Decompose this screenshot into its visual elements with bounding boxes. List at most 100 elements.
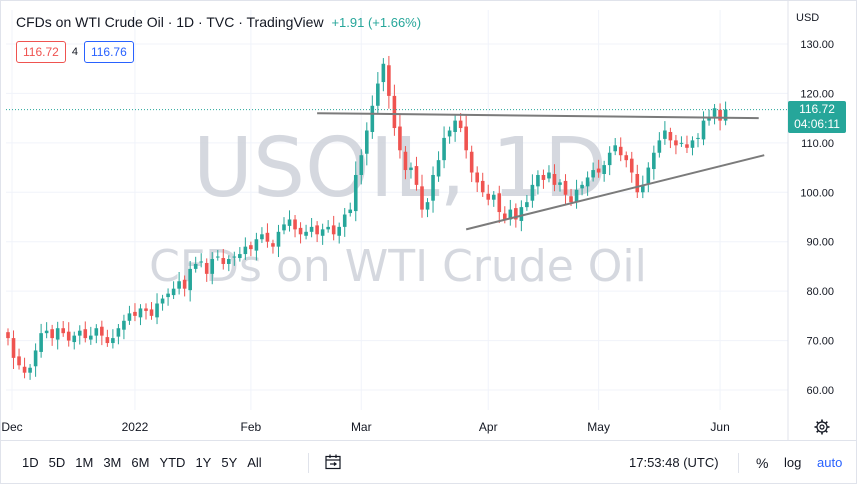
candle-body bbox=[387, 65, 391, 96]
range-ytd[interactable]: YTD bbox=[159, 455, 186, 470]
support-trendline[interactable] bbox=[465, 154, 765, 231]
candle-body bbox=[436, 160, 441, 177]
candle-body bbox=[409, 167, 413, 171]
log-toggle[interactable]: log bbox=[784, 455, 802, 470]
resistance-trendline[interactable] bbox=[317, 112, 759, 120]
range-all[interactable]: All bbox=[247, 455, 262, 470]
candle-body bbox=[403, 151, 408, 171]
range-6m[interactable]: 6M bbox=[131, 455, 150, 470]
candle-body bbox=[497, 193, 502, 213]
gear-icon[interactable] bbox=[814, 419, 830, 435]
range-1d[interactable]: 1D bbox=[22, 455, 39, 470]
candle bbox=[221, 248, 226, 270]
candle-body bbox=[149, 309, 154, 316]
auto-toggle[interactable]: auto bbox=[817, 455, 843, 470]
candle bbox=[215, 249, 220, 261]
candle-body bbox=[100, 326, 104, 336]
percent-toggle[interactable]: % bbox=[756, 455, 769, 471]
utc-clock[interactable]: 17:53:48 (UTC) bbox=[629, 455, 719, 470]
candle-body bbox=[298, 227, 303, 235]
candle bbox=[580, 181, 584, 196]
range-1y[interactable]: 1Y bbox=[195, 455, 212, 470]
candle bbox=[547, 165, 551, 183]
candle-body bbox=[61, 328, 65, 334]
candle-body bbox=[552, 173, 557, 185]
candle bbox=[39, 323, 43, 358]
candle bbox=[133, 303, 137, 322]
candle bbox=[376, 72, 380, 114]
candle bbox=[254, 232, 259, 261]
candle-body bbox=[320, 229, 325, 236]
price-axis[interactable]: 130.00 120.00 110.00 100.00 90.00 80.00 70.00 6… bbox=[787, 0, 834, 440]
candle bbox=[232, 251, 237, 266]
candle-body bbox=[66, 331, 71, 341]
candle bbox=[536, 170, 540, 195]
candle-body bbox=[17, 356, 21, 366]
candle bbox=[552, 164, 557, 192]
range-3m[interactable]: 3M bbox=[103, 455, 122, 470]
candle bbox=[33, 343, 38, 377]
candle-body bbox=[525, 202, 529, 208]
buy-price-button[interactable]: 116.76 bbox=[83, 41, 134, 63]
candle-body bbox=[558, 182, 562, 185]
candle bbox=[271, 239, 275, 254]
candle bbox=[480, 172, 485, 197]
candle bbox=[409, 162, 413, 179]
candle bbox=[414, 156, 419, 191]
candle bbox=[44, 322, 49, 339]
candle bbox=[574, 179, 579, 209]
x-tick-label: May bbox=[587, 420, 610, 434]
sell-price-button[interactable]: 116.72 bbox=[16, 41, 66, 63]
candle-body bbox=[370, 105, 375, 132]
range-selector: 1D 5D 1M 3M 6M YTD 1Y 5Y All bbox=[22, 455, 272, 470]
range-5y[interactable]: 5Y bbox=[221, 455, 238, 470]
x-tick-label: Apr bbox=[479, 420, 498, 434]
candle bbox=[475, 166, 479, 193]
y-tick-label: 120.00 bbox=[800, 88, 834, 100]
candle-body bbox=[39, 333, 43, 352]
candle-body bbox=[326, 226, 330, 230]
candle bbox=[525, 195, 529, 211]
candle-body bbox=[282, 224, 286, 231]
candle-body bbox=[458, 120, 463, 129]
candle bbox=[403, 146, 408, 180]
candle-body bbox=[238, 254, 242, 259]
candle bbox=[723, 101, 728, 126]
candle-body bbox=[83, 329, 88, 339]
candle bbox=[585, 171, 590, 196]
candle-body bbox=[293, 219, 297, 230]
calendar-range-icon[interactable] bbox=[324, 453, 342, 471]
currency-label[interactable]: USD bbox=[796, 12, 820, 24]
candle bbox=[629, 151, 634, 183]
price-chart[interactable]: USOIL, 1D CFDs on WTI Crude Oil 130.00 12… bbox=[0, 0, 857, 440]
candle-body bbox=[685, 144, 689, 148]
candle bbox=[696, 133, 700, 148]
bar-countdown: 04:06:11 bbox=[794, 117, 840, 131]
time-axis[interactable]: Dec 2022 Feb Mar Apr May Jun bbox=[0, 418, 857, 434]
range-1m[interactable]: 1M bbox=[75, 455, 94, 470]
candle bbox=[160, 294, 165, 311]
candle bbox=[238, 247, 242, 262]
candle bbox=[436, 151, 441, 182]
candle-body bbox=[376, 83, 380, 106]
candle-body bbox=[304, 231, 308, 236]
candle bbox=[6, 328, 10, 346]
trendlines[interactable] bbox=[317, 112, 765, 231]
candle bbox=[464, 114, 468, 159]
candle bbox=[431, 166, 435, 213]
candle-body bbox=[475, 172, 479, 183]
candle bbox=[111, 329, 115, 349]
candle-body bbox=[315, 225, 319, 235]
candle bbox=[83, 321, 88, 343]
candle bbox=[149, 302, 154, 320]
watermark-name: CFDs on WTI Crude Oil bbox=[149, 241, 647, 292]
candle bbox=[514, 203, 518, 228]
candle-body bbox=[618, 146, 623, 156]
range-5d[interactable]: 5D bbox=[48, 455, 66, 470]
candle bbox=[227, 255, 231, 272]
candle-body bbox=[431, 174, 435, 201]
candle bbox=[309, 217, 314, 238]
candle-body bbox=[44, 330, 49, 334]
candle-body bbox=[668, 131, 673, 141]
candle-body bbox=[652, 152, 656, 170]
